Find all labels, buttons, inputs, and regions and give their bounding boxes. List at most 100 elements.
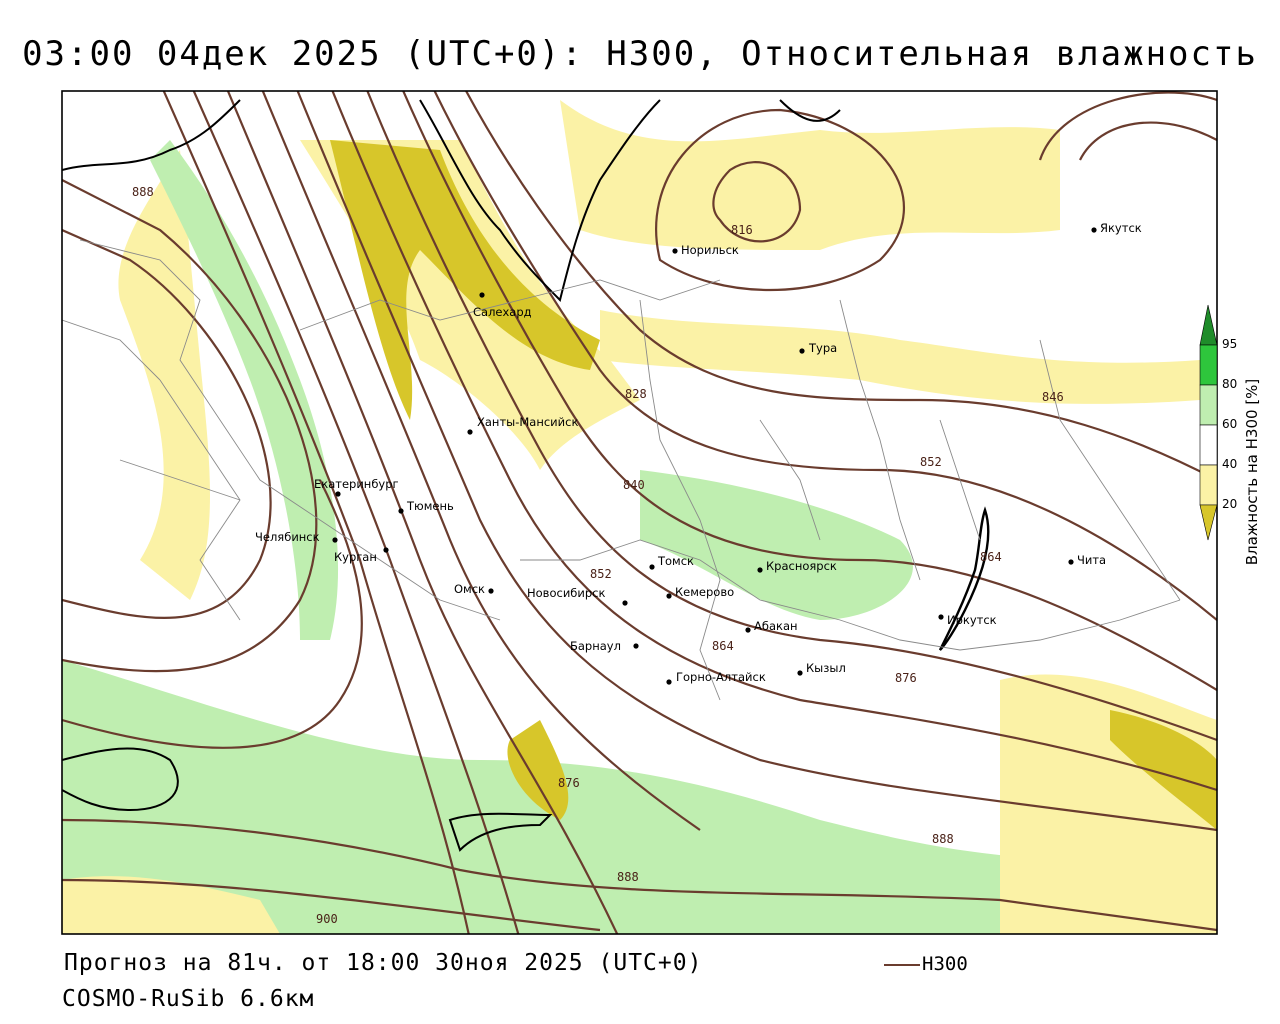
lake-baikal <box>938 506 990 651</box>
page-title: 03:00 04дек 2025 (UTC+0): H300, Относите… <box>22 34 1258 74</box>
colorbar-tick: 60 <box>1222 417 1237 431</box>
colorbar-top-arrow <box>1199 304 1218 346</box>
contour-label: 864 <box>980 550 1002 564</box>
contour-line <box>62 228 272 619</box>
contour-line <box>433 91 1217 621</box>
humidity-band-north <box>560 100 1060 250</box>
coastlines <box>62 99 990 852</box>
colorbar-segment-60-80 <box>1199 384 1218 426</box>
city-label: Кызыл <box>806 661 846 675</box>
city-label: Абакан <box>754 619 798 633</box>
contour-label: 816 <box>731 223 753 237</box>
city-marker <box>1068 559 1074 565</box>
coastline <box>419 99 661 302</box>
city-marker <box>332 537 338 543</box>
humidity-band-patchy-center <box>640 470 913 620</box>
contour-line <box>226 91 619 934</box>
city-marker <box>1091 227 1097 233</box>
city-marker <box>467 429 473 435</box>
city-label: Чита <box>1077 553 1106 567</box>
contour-line <box>261 91 701 831</box>
contour-labels: 888 816 828 840 846 852 852 864 864 876 … <box>132 185 1064 926</box>
city-marker <box>666 593 672 599</box>
contour-line <box>1079 121 1217 161</box>
city-marker <box>633 643 639 649</box>
city-marker <box>649 564 655 570</box>
city-marker <box>335 491 341 497</box>
contour-label: 864 <box>712 639 734 653</box>
humidity-band-southeast-core <box>1110 710 1217 830</box>
contour-label: 840 <box>623 478 645 492</box>
humidity-fields <box>62 100 1217 934</box>
model-name: COSMO-RuSib 6.6км <box>62 986 315 1012</box>
colorbar-segment-20-40 <box>1199 464 1218 506</box>
humidity-band-southwest <box>62 876 280 934</box>
humidity-band-verydry <box>330 140 600 420</box>
city-marker <box>622 600 628 606</box>
city-label: Красноярск <box>766 559 837 573</box>
city-marker <box>488 588 494 594</box>
contour-line <box>62 818 1217 932</box>
humidity-band-mid <box>600 310 1200 404</box>
contour-label: 888 <box>617 870 639 884</box>
contour-line <box>655 108 905 292</box>
contour-line <box>402 91 1217 691</box>
colorbar-segment-40-60 <box>1199 424 1218 466</box>
city-label: Якутск <box>1100 221 1142 235</box>
contour-label: 900 <box>316 912 338 926</box>
contour-line <box>162 91 470 934</box>
humidity-band-west <box>118 150 210 600</box>
contour-label: 852 <box>590 567 612 581</box>
city-marker <box>398 508 404 514</box>
colorbar-tick: 20 <box>1222 497 1237 511</box>
city-marker <box>672 248 678 254</box>
contour-line <box>712 161 802 243</box>
city-marker <box>938 614 944 620</box>
caspian-aral <box>448 812 553 852</box>
contour-label: 876 <box>558 776 580 790</box>
city-label: Кемерово <box>675 585 734 599</box>
forecast-info: Прогноз на 81ч. от 18:00 30ноя 2025 (UTC… <box>64 950 703 976</box>
city-label: Иркутск <box>947 613 997 627</box>
contour-line <box>62 179 318 673</box>
city-label: Челябинск <box>255 530 320 544</box>
contour-line <box>62 878 601 932</box>
humidity-band-ural <box>150 140 339 640</box>
city-label: Екатеринбург <box>314 477 399 491</box>
map-frame <box>61 90 1218 935</box>
contour-label: 876 <box>895 671 917 685</box>
contour-line <box>62 479 363 749</box>
coastline <box>62 99 241 171</box>
contour-label: 828 <box>625 387 647 401</box>
city-label: Новосибирск <box>527 586 605 600</box>
city-marker <box>666 679 672 685</box>
colorbar-title: Влажность на H300 [%] <box>1243 378 1261 566</box>
coastline <box>779 99 841 122</box>
colorbar-segment-80-95 <box>1199 344 1218 386</box>
admin-borders <box>62 239 1181 701</box>
contour-line <box>296 91 1217 832</box>
contour-line <box>366 91 1217 742</box>
city-label: Ханты-Мансийск <box>477 415 578 429</box>
contour-label: 888 <box>132 185 154 199</box>
city-label: Томск <box>657 554 694 568</box>
legend-line-swatch <box>884 964 920 966</box>
city-marker <box>383 547 389 553</box>
contour-line <box>464 91 1217 481</box>
contour-label: 852 <box>920 455 942 469</box>
colorbar-tick: 95 <box>1222 337 1237 351</box>
black-sea <box>62 747 179 812</box>
city-label: Норильск <box>681 243 739 257</box>
city-label: Тура <box>808 341 837 355</box>
city-label: Тюмень <box>406 499 454 513</box>
humidity-band-south <box>62 660 1100 934</box>
city-marker <box>797 670 803 676</box>
city-label: Барнаул <box>570 639 621 653</box>
humidity-band-lake <box>507 720 569 820</box>
city-marker <box>799 348 805 354</box>
colorbar: 95 80 60 40 20 <box>1199 304 1237 541</box>
city-marker <box>745 627 751 633</box>
city-label: Омск <box>454 582 485 596</box>
city-marker <box>479 292 485 298</box>
